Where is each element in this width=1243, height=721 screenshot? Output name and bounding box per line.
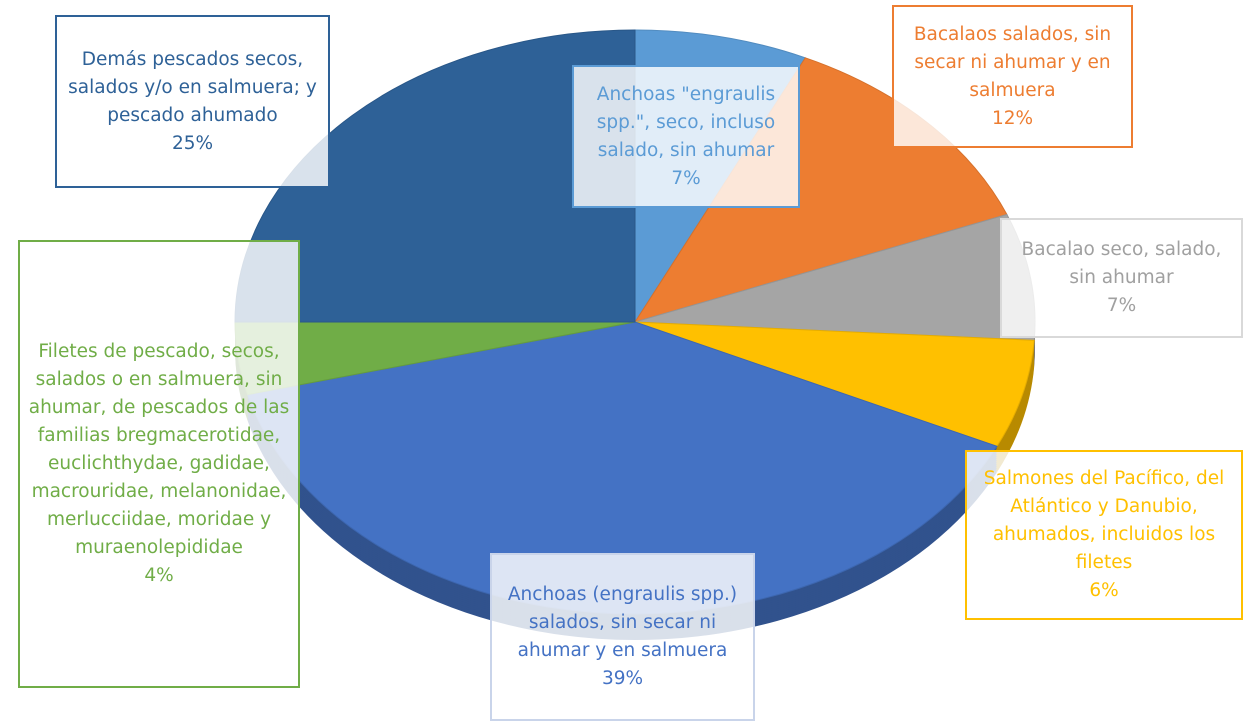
category-label: Salmones del Pacífico, del Atlántico y D… xyxy=(983,468,1225,573)
category-label: Anchoas "engraulis spp.", seco, incluso … xyxy=(596,83,776,161)
category-label: Bacalao seco, salado, sin ahumar xyxy=(1021,239,1222,288)
data-label: Bacalaos salados, sin secar ni ahumar y … xyxy=(892,5,1133,148)
category-label: Filetes de pescado, secos, salados o en … xyxy=(28,341,290,558)
value-label: 7% xyxy=(1106,295,1137,316)
slice xyxy=(634,321,1035,447)
data-label: Bacalao seco, salado, sin ahumar 7% xyxy=(1000,218,1243,338)
category-label: Bacalaos salados, sin secar ni ahumar y … xyxy=(913,23,1112,101)
value-label: 39% xyxy=(601,668,644,689)
data-label: Anchoas "engraulis spp.", seco, incluso … xyxy=(572,65,800,208)
value-label: 12% xyxy=(991,107,1034,129)
value-label: 7% xyxy=(671,167,701,189)
data-label: Salmones del Pacífico, del Atlántico y D… xyxy=(965,450,1243,620)
category-label: Demás pescados secos, salados y/o en sal… xyxy=(68,48,317,126)
data-label: Demás pescados secos, salados y/o en sal… xyxy=(55,15,330,188)
value-label: 25% xyxy=(171,132,214,154)
category-label: Anchoas (engraulis spp.) salados, sin se… xyxy=(507,584,738,661)
value-label: 6% xyxy=(1089,580,1119,601)
data-label: Filetes de pescado, secos, salados o en … xyxy=(18,240,300,688)
data-label: Anchoas (engraulis spp.) salados, sin se… xyxy=(490,553,755,721)
value-label: 4% xyxy=(144,565,174,586)
